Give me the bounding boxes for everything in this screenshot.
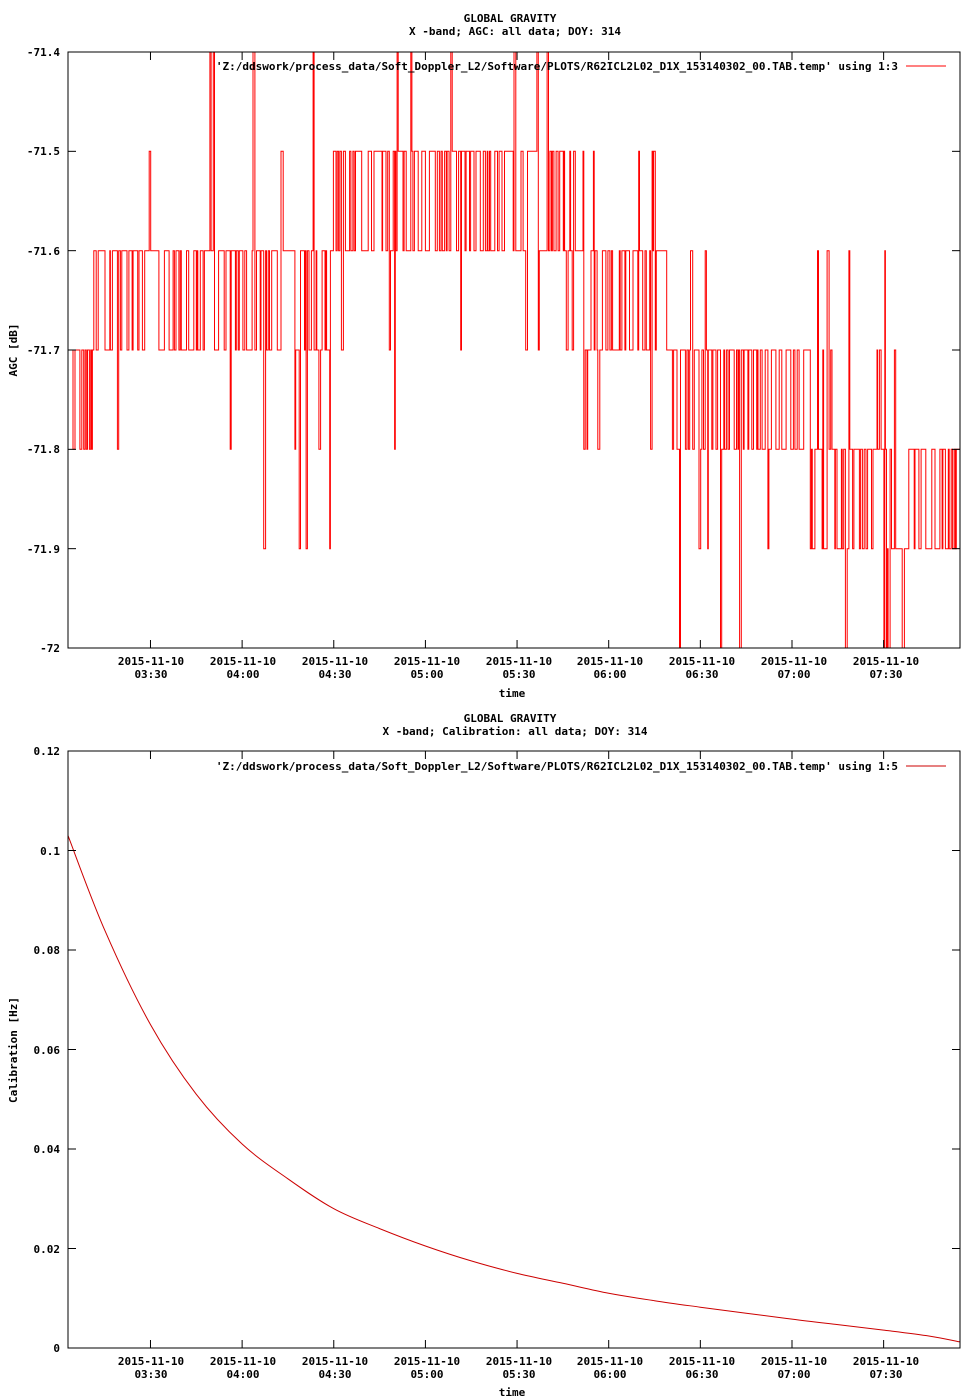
- agc-y-tick-label: -71.7: [27, 344, 60, 357]
- agc-x-tick-date: 2015-11-10: [394, 655, 460, 668]
- calibration-x-tick-date: 2015-11-10: [761, 1355, 827, 1368]
- calibration-x-tick-time: 05:30: [502, 1368, 535, 1381]
- calibration-y-tick-labels: 0.12 0.1 0.08 0.06 0.04 0.02 0: [34, 745, 61, 1355]
- agc-series-line: [68, 52, 960, 648]
- calibration-x-tick-date: 2015-11-10: [394, 1355, 460, 1368]
- calibration-x-tick-date: 2015-11-10: [302, 1355, 368, 1368]
- calibration-x-tick-date: 2015-11-10: [669, 1355, 735, 1368]
- agc-chart-subtitle: X -band; AGC: all data; DOY: 314: [409, 25, 621, 38]
- agc-chart: GLOBAL GRAVITY X -band; AGC: all data; D…: [7, 12, 960, 700]
- agc-x-axis-label: time: [499, 687, 526, 700]
- agc-legend: 'Z:/ddswork/process_data/Soft_Doppler_L2…: [216, 60, 946, 73]
- calibration-x-tick-time: 06:00: [593, 1368, 626, 1381]
- agc-x-tick-date: 2015-11-10: [302, 655, 368, 668]
- calibration-y-tick-label: 0.08: [34, 944, 61, 957]
- calibration-series-line: [68, 836, 960, 1342]
- agc-legend-label: 'Z:/ddswork/process_data/Soft_Doppler_L2…: [216, 60, 898, 73]
- calibration-y-tick-label: 0: [53, 1342, 60, 1355]
- calibration-series: [68, 836, 960, 1342]
- calibration-x-tick-time: 07:00: [777, 1368, 810, 1381]
- calibration-x-tick-time: 05:00: [410, 1368, 443, 1381]
- agc-x-tick-time: 04:30: [318, 668, 351, 681]
- agc-x-tick-time: 07:00: [777, 668, 810, 681]
- agc-x-tick-date: 2015-11-10: [669, 655, 735, 668]
- charts-canvas: GLOBAL GRAVITY X -band; AGC: all data; D…: [0, 0, 980, 1400]
- calibration-y-axis-label: Calibration [Hz]: [7, 997, 20, 1103]
- calibration-y-tick-label: 0.02: [34, 1243, 61, 1256]
- calibration-x-tick-time: 06:30: [685, 1368, 718, 1381]
- agc-x-tick-time: 04:00: [226, 668, 259, 681]
- agc-x-tick-date: 2015-11-10: [853, 655, 919, 668]
- agc-x-tick-labels: 2015-11-10 03:30 2015-11-10 04:00 2015-1…: [118, 655, 919, 681]
- agc-x-tick-time: 06:00: [593, 668, 626, 681]
- calibration-x-tick-date: 2015-11-10: [118, 1355, 184, 1368]
- calibration-x-tick-time: 04:00: [226, 1368, 259, 1381]
- agc-x-tick-time: 06:30: [685, 668, 718, 681]
- calibration-x-tick-date: 2015-11-10: [210, 1355, 276, 1368]
- calibration-x-tick-time: 04:30: [318, 1368, 351, 1381]
- calibration-y-tick-label: 0.1: [40, 845, 60, 858]
- agc-y-axis-label: AGC [dB]: [7, 324, 20, 377]
- agc-y-tick-label: -71.8: [27, 443, 60, 456]
- calibration-x-tick-labels: 2015-11-10 03:30 2015-11-10 04:00 2015-1…: [118, 1355, 919, 1381]
- agc-x-tick-date: 2015-11-10: [486, 655, 552, 668]
- calibration-plot-frame: [68, 751, 960, 1348]
- agc-y-tick-label: -71.4: [27, 46, 60, 59]
- agc-chart-title: GLOBAL GRAVITY: [464, 12, 557, 25]
- calibration-x-tick-time: 03:30: [134, 1368, 167, 1381]
- agc-x-tick-time: 03:30: [134, 668, 167, 681]
- calibration-legend-label: 'Z:/ddswork/process_data/Soft_Doppler_L2…: [216, 760, 898, 773]
- calibration-y-tick-label: 0.04: [34, 1143, 61, 1156]
- agc-x-tick-date: 2015-11-10: [761, 655, 827, 668]
- calibration-legend: 'Z:/ddswork/process_data/Soft_Doppler_L2…: [216, 760, 946, 773]
- agc-x-tick-date: 2015-11-10: [118, 655, 184, 668]
- agc-y-tick-label: -72: [40, 642, 60, 655]
- agc-series: [68, 52, 960, 648]
- agc-y-tick-labels: -71.4 -71.5 -71.6 -71.7 -71.8 -71.9 -72: [27, 46, 60, 655]
- calibration-x-axis-label: time: [499, 1386, 526, 1399]
- calibration-chart: GLOBAL GRAVITY X -band; Calibration: all…: [7, 712, 960, 1399]
- calibration-chart-subtitle: X -band; Calibration: all data; DOY: 314: [383, 725, 648, 738]
- agc-x-tick-time: 05:00: [410, 668, 443, 681]
- calibration-tick-marks: [68, 751, 960, 1348]
- calibration-x-tick-date: 2015-11-10: [486, 1355, 552, 1368]
- agc-y-tick-label: -71.9: [27, 543, 60, 556]
- agc-y-tick-label: -71.5: [27, 145, 60, 158]
- agc-x-tick-date: 2015-11-10: [577, 655, 643, 668]
- agc-y-tick-label: -71.6: [27, 245, 60, 258]
- calibration-y-tick-label: 0.12: [34, 745, 61, 758]
- calibration-x-tick-date: 2015-11-10: [853, 1355, 919, 1368]
- calibration-chart-title: GLOBAL GRAVITY: [464, 712, 557, 725]
- agc-x-tick-date: 2015-11-10: [210, 655, 276, 668]
- calibration-x-tick-time: 07:30: [869, 1368, 902, 1381]
- agc-x-tick-time: 07:30: [869, 668, 902, 681]
- agc-x-tick-time: 05:30: [502, 668, 535, 681]
- calibration-y-tick-label: 0.06: [34, 1044, 61, 1057]
- calibration-x-tick-date: 2015-11-10: [577, 1355, 643, 1368]
